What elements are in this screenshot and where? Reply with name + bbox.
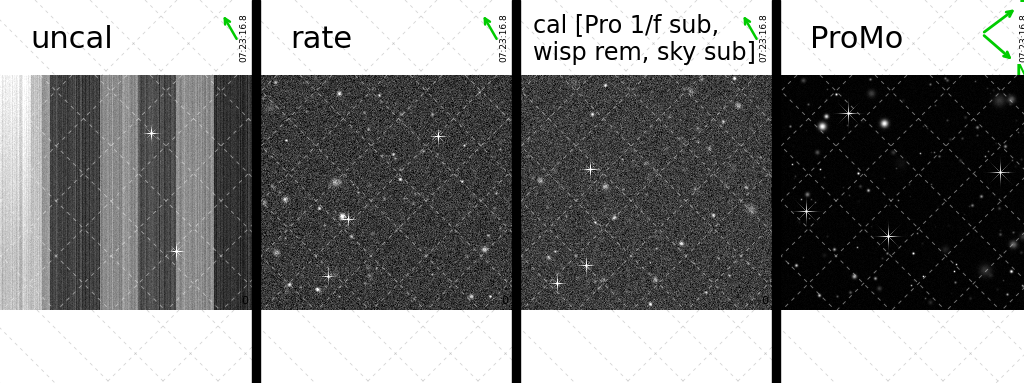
Text: Right Ascension / H:M:S: Right Ascension / H:M:S — [769, 147, 778, 238]
Text: 07:23:0: 07:23:0 — [769, 96, 775, 125]
Text: 0: 0 — [241, 296, 248, 306]
Text: ProMo: ProMo — [810, 25, 903, 54]
Text: 0: 0 — [501, 296, 508, 306]
Text: 07:23:20: 07:23:20 — [769, 259, 775, 290]
Text: N: N — [1016, 64, 1024, 79]
Text: 0: 0 — [761, 296, 768, 306]
Bar — [512, 0, 520, 383]
Bar — [772, 0, 780, 383]
Text: 07:23:16.8: 07:23:16.8 — [499, 13, 508, 62]
Text: uncal: uncal — [31, 25, 113, 54]
Text: 07:23:10: 07:23:10 — [769, 177, 775, 208]
Text: E: E — [1019, 0, 1024, 5]
Text: cal [Pro 1/f sub,
wisp rem, sky sub]: cal [Pro 1/f sub, wisp rem, sky sub] — [532, 13, 756, 65]
Text: 07:23:16.8: 07:23:16.8 — [1019, 13, 1024, 62]
Bar — [252, 0, 260, 383]
Text: 07:23:16.8: 07:23:16.8 — [759, 13, 768, 62]
Text: rate: rate — [290, 25, 352, 54]
Text: 07:23:16.8: 07:23:16.8 — [239, 13, 248, 62]
